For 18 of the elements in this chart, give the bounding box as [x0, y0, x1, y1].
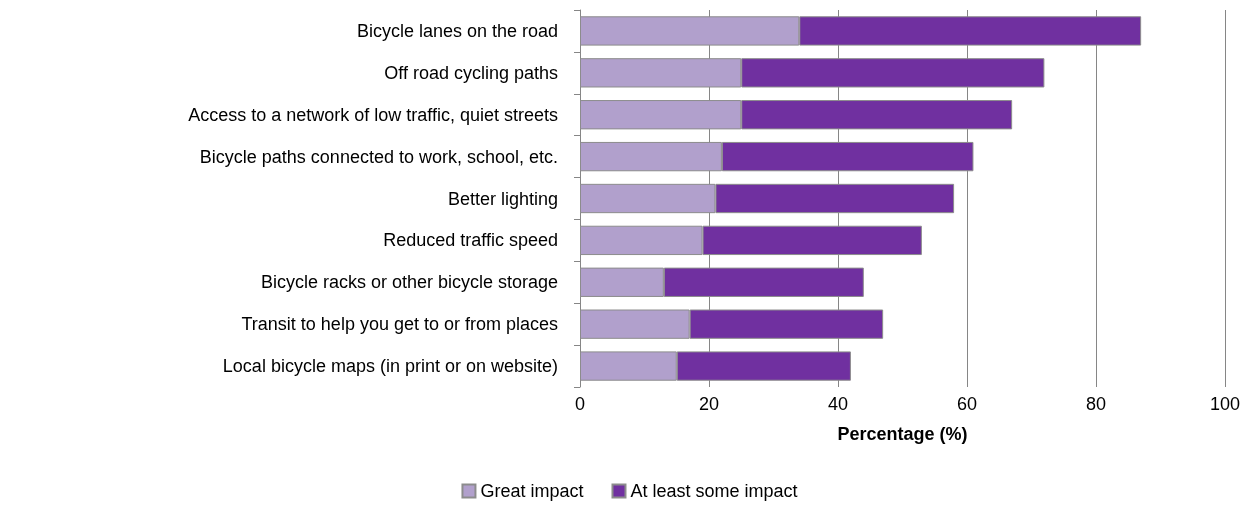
y-tick-label: Access to a network of low traffic, quiet streets [188, 104, 558, 125]
y-tick-label: Transit to help you get to or from places [241, 314, 558, 335]
legend-label: Great impact [480, 481, 584, 501]
y-tick-label: Better lighting [447, 188, 558, 209]
y-tick-label: Bicycle paths connected to work, school, etc. [199, 146, 558, 167]
x-tick-label: 0 [574, 394, 586, 414]
y-tick-label: Reduced traffic speed [383, 230, 558, 251]
y-tick-label: Bicycle lanes on the road [356, 20, 558, 41]
x-tick-label: 100 [1209, 394, 1241, 414]
legend-label: At least some impact [630, 481, 798, 501]
x-tick-label: 80 [1085, 394, 1107, 414]
y-tick-label: Off road cycling paths [384, 62, 558, 83]
y-tick-label: Bicycle racks or other bicycle storage [260, 272, 558, 293]
x-tick-label: 40 [827, 394, 849, 414]
y-tick-label: Local bicycle maps (in print or on website) [222, 356, 558, 377]
x-tick-label: 60 [956, 394, 978, 414]
x-tick-label: 20 [698, 394, 720, 414]
x-axis-title: Percentage (%) [837, 424, 968, 444]
